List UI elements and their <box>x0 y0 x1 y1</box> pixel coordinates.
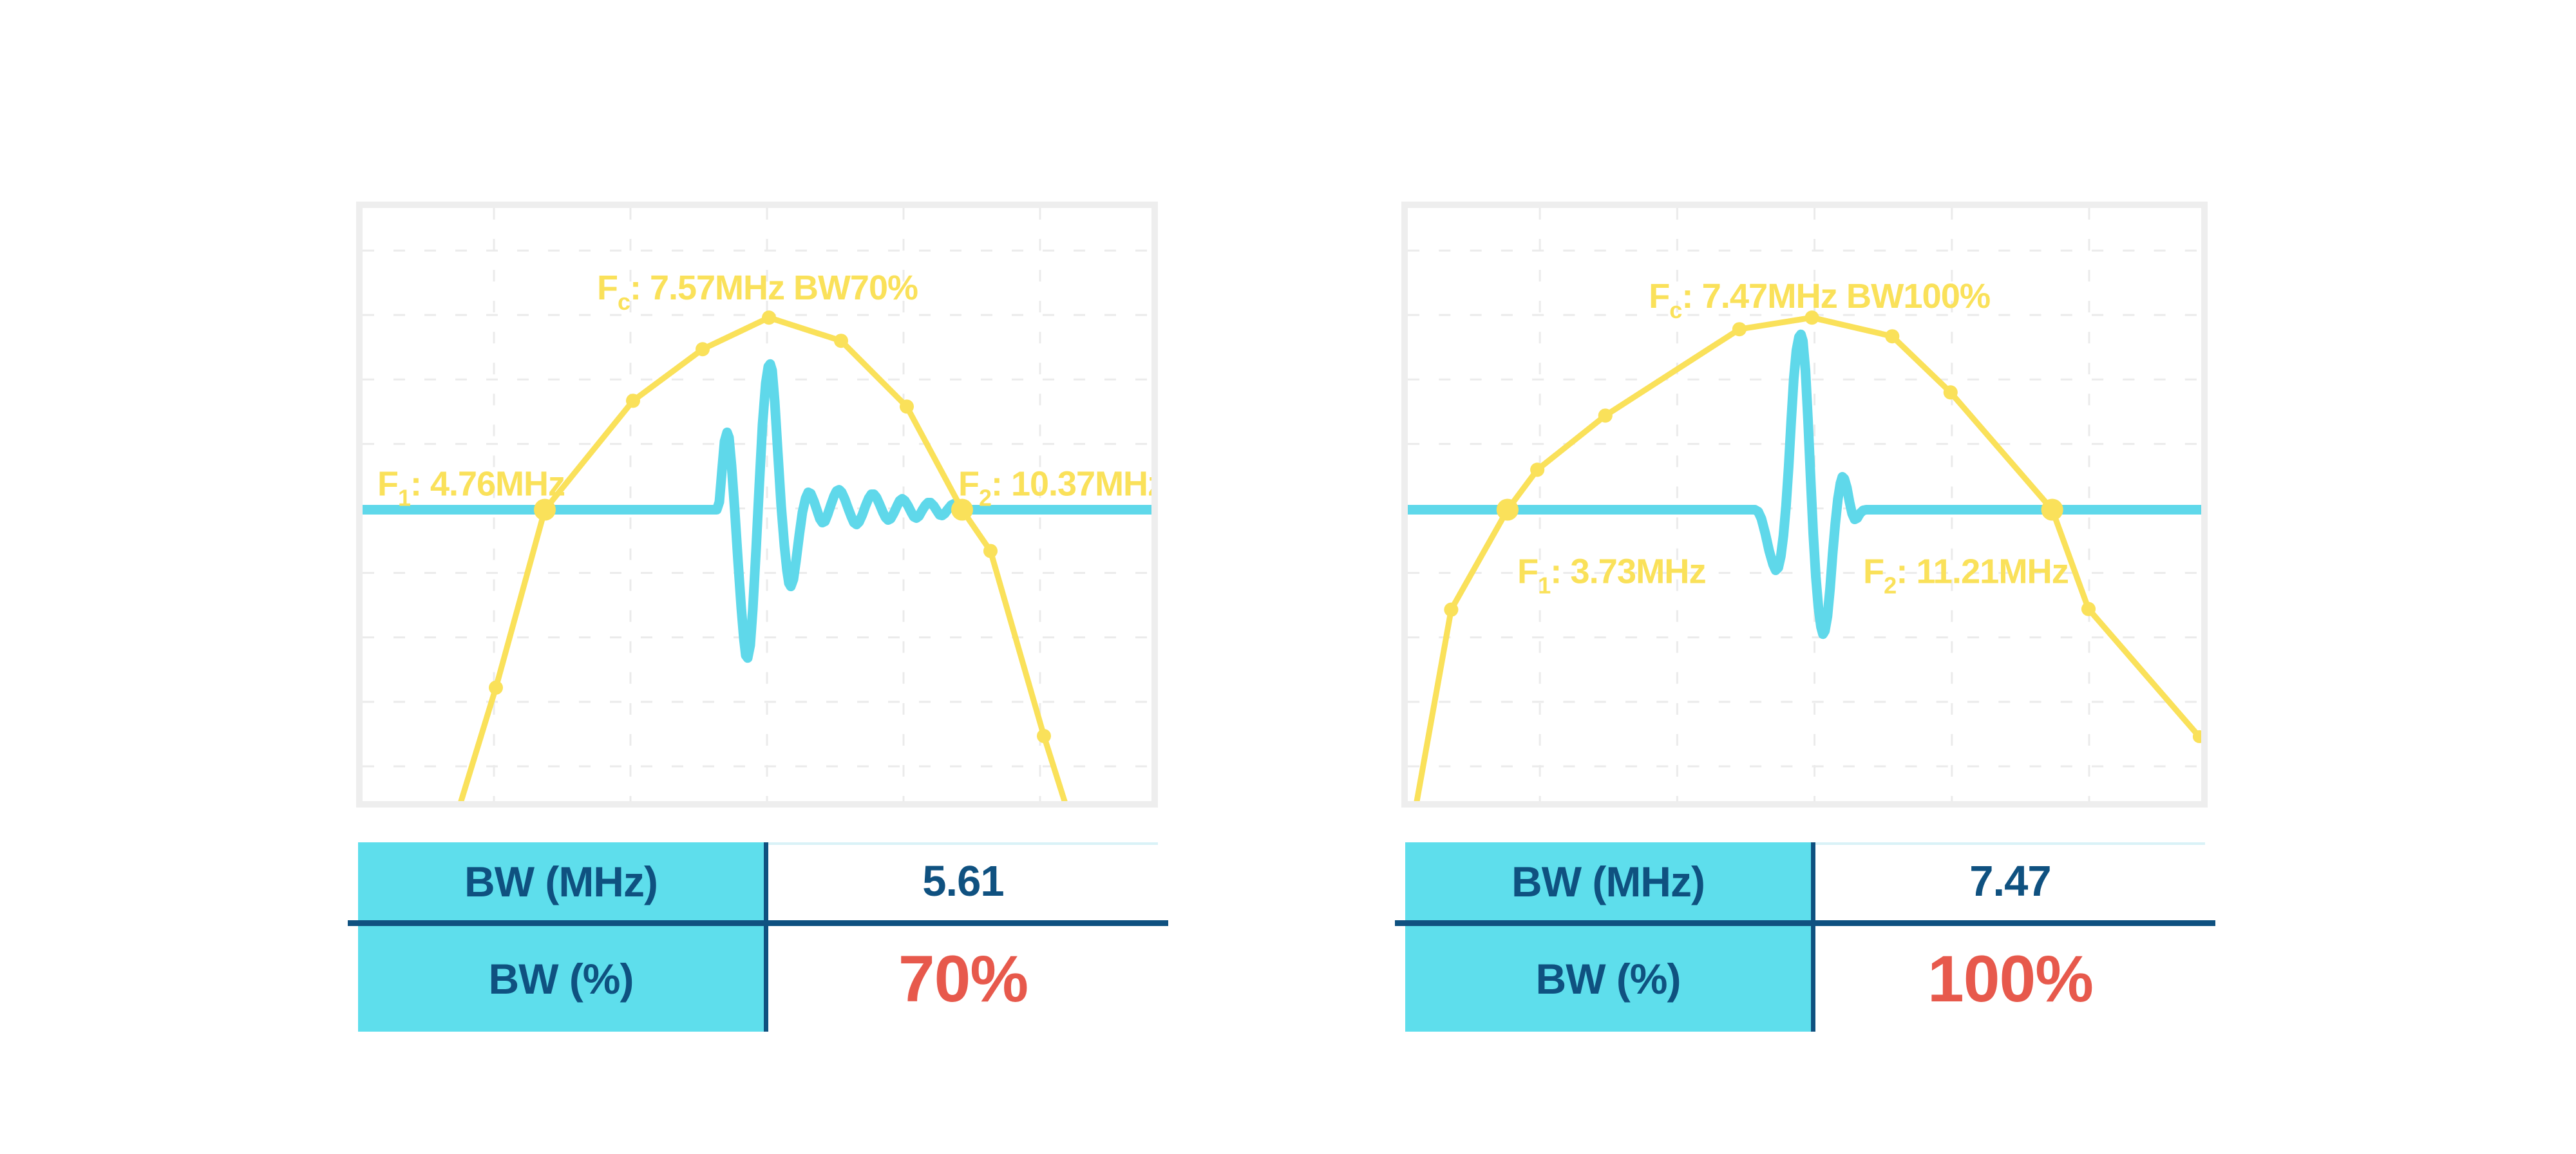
f1-annotation-label: F1: 3.73MHz <box>1517 553 1706 599</box>
bw-mhz-label: BW (MHz) <box>1511 857 1705 905</box>
f1-annotation-label: F1: 4.76MHz <box>377 464 565 511</box>
spectrum-curve <box>458 314 1068 801</box>
cutoff-frequency-marker <box>534 498 556 521</box>
bw-pct-value-cell: 70% <box>768 926 1158 1032</box>
table-column-divider <box>1811 842 1815 1032</box>
bw-mhz-value: 7.47 <box>1969 857 2051 905</box>
spectrum-chart-panel-right: Fc: 7.47MHz BW100% F1: 3.73MHz F2: 11.21MH… <box>1401 202 2208 808</box>
bw-table-label-column <box>1405 842 1811 1032</box>
table-row-divider <box>1395 920 2215 926</box>
bw-pct-label-cell: BW (%) <box>1405 926 1811 1032</box>
spectrum-point-marker <box>1444 602 1459 617</box>
spectrum-curve <box>1414 314 2201 801</box>
table-top-line <box>1811 842 2205 845</box>
bw-mhz-value-cell: 5.61 <box>768 842 1158 920</box>
bw-mhz-label-cell: BW (MHz) <box>358 842 764 920</box>
spectrum-point-marker <box>1037 728 1051 743</box>
cutoff-frequency-marker <box>951 498 973 521</box>
bw-mhz-value-cell: 7.47 <box>1815 842 2205 920</box>
bw-table-label-column <box>358 842 764 1032</box>
spectrum-point-marker <box>626 393 640 408</box>
fc-annotation-label: Fc: 7.57MHz BW70% <box>597 269 918 315</box>
bw-table-right: BW (MHz) 7.47 BW (%) 100% <box>1395 842 2215 1032</box>
cutoff-frequency-marker <box>2041 498 2063 521</box>
spectrum-point-marker <box>983 544 998 558</box>
cutoff-frequency-marker <box>1496 498 1519 521</box>
table-row-divider <box>348 920 1168 926</box>
spectrum-point-marker <box>762 310 776 325</box>
bw-pct-label: BW (%) <box>1535 955 1681 1003</box>
spectrum-point-marker <box>834 334 848 348</box>
spectrum-chart-left: Fc: 7.57MHz BW70% F1: 4.76MHz F2: 10.37MHz <box>363 208 1151 801</box>
bw-pct-label: BW (%) <box>488 955 634 1003</box>
spectrum-chart-right: Fc: 7.47MHz BW100% F1: 3.73MHz F2: 11.21MH… <box>1408 208 2201 801</box>
spectrum-end-marker <box>2192 730 2201 743</box>
bw-pct-value-cell: 100% <box>1815 926 2205 1032</box>
table-column-divider <box>764 842 768 1032</box>
f2-annotation-label: F2: 10.37MHz <box>958 464 1151 511</box>
bw-pct-value: 70% <box>898 941 1028 1016</box>
bw-pct-value: 100% <box>1927 941 2094 1016</box>
spectrum-point-marker <box>1732 322 1747 337</box>
pulse-echo-waveform <box>363 359 1151 663</box>
pulse-echo-waveform <box>1408 329 2201 639</box>
spectrum-point-marker <box>696 342 710 357</box>
spectrum-point-marker <box>900 399 914 414</box>
bw-pct-label-cell: BW (%) <box>358 926 764 1032</box>
bw-mhz-label: BW (MHz) <box>464 857 658 905</box>
spectrum-point-marker <box>2081 601 2096 616</box>
bw-mhz-value: 5.61 <box>922 857 1004 905</box>
spectrum-point-marker <box>1598 408 1613 423</box>
bw-table-left: BW (MHz) 5.61 BW (%) 70% <box>348 842 1168 1032</box>
spectrum-chart-panel-left: Fc: 7.57MHz BW70% F1: 4.76MHz F2: 10.37MHz <box>356 202 1158 808</box>
spectrum-point-marker <box>1885 329 1900 344</box>
fc-annotation-label: Fc: 7.47MHz BW100% <box>1649 277 1990 323</box>
spectrum-point-marker <box>489 680 503 695</box>
spectrum-point-marker <box>1943 385 1958 400</box>
bw-mhz-label-cell: BW (MHz) <box>1405 842 1811 920</box>
f2-annotation-label: F2: 11.21MHz <box>1863 553 2069 599</box>
spectrum-point-marker <box>1804 310 1819 325</box>
spectrum-point-marker <box>1530 462 1545 477</box>
table-top-line <box>764 842 1158 845</box>
